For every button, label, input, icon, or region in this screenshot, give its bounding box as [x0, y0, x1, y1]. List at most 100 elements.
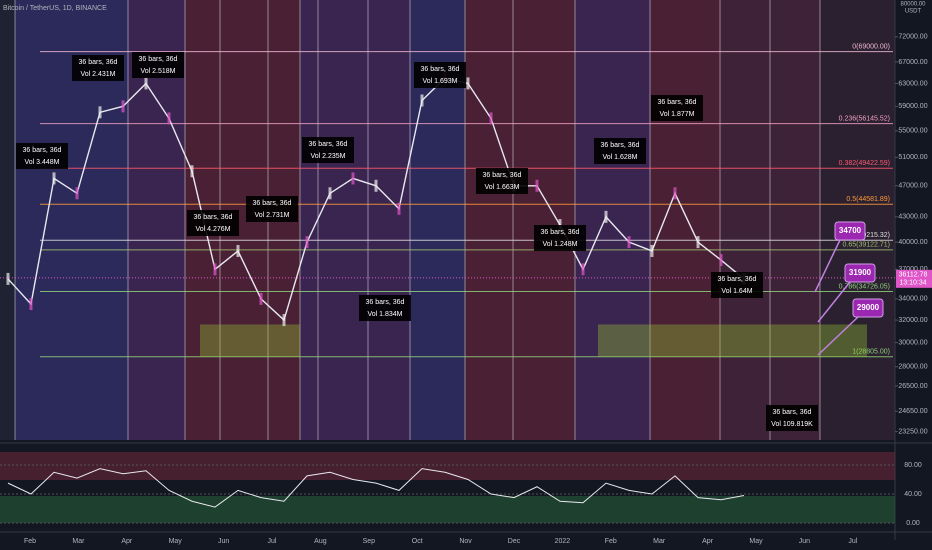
- price-tick-label: 26500.00: [898, 383, 927, 390]
- annotation-bars: 36 bars, 36d: [541, 229, 580, 236]
- fib-label: 0.382(49422.59): [839, 160, 890, 167]
- annotation-vol: Vol 1.834M: [367, 311, 402, 318]
- time-label: Sep: [363, 538, 376, 545]
- price-tick-label: 24650.00: [898, 408, 927, 415]
- annotation-vol: Vol 2.431M: [80, 71, 115, 78]
- candle: [650, 244, 654, 257]
- annotation-box: [72, 55, 124, 81]
- band: [650, 0, 720, 440]
- candle: [6, 272, 10, 285]
- annotation-box: [302, 137, 354, 163]
- callout-pointer: [814, 239, 841, 293]
- countdown: 13:10:34: [899, 280, 926, 287]
- candle: [627, 236, 631, 249]
- callout-pointer: [817, 316, 859, 356]
- candle: [420, 94, 424, 107]
- price-tick-label: 40000.00: [898, 239, 927, 246]
- annotation-vol: Vol 4.276M: [195, 226, 230, 233]
- price-tick-label: 23250.00: [898, 428, 927, 435]
- annotation-vol: Vol 1.628M: [602, 154, 637, 161]
- time-label: Nov: [459, 538, 472, 545]
- annotation-bars: 36 bars, 36d: [718, 276, 757, 283]
- price-tick-label: 30000.00: [898, 339, 927, 346]
- rsi-overbought: [0, 452, 895, 480]
- annotation-box: [711, 272, 763, 298]
- annotation-bars: 36 bars, 36d: [773, 409, 812, 416]
- annotation-vol: Vol 2.235M: [310, 153, 345, 160]
- price-tick-label: 67000.00: [898, 59, 927, 66]
- annotation-bars: 36 bars, 36d: [309, 141, 348, 148]
- annotation-vol: Vol 1.693M: [422, 78, 457, 85]
- price-tick-label: 51000.00: [898, 154, 927, 161]
- fib-label: 1(28805.00): [852, 349, 890, 356]
- fib-label: 0.5(44581.89): [846, 196, 890, 203]
- annotation-bars: 36 bars, 36d: [194, 214, 233, 221]
- candle: [236, 244, 240, 257]
- candle: [581, 263, 585, 276]
- rsi-line: [7, 468, 745, 508]
- annotation-bars: 36 bars, 36d: [139, 56, 178, 63]
- price-tick-label: 59000.00: [898, 103, 927, 110]
- annotation-vol: Vol 109.819K: [771, 421, 813, 428]
- callout: [852, 298, 884, 318]
- candle: [604, 210, 608, 223]
- fib-label: 0.786(34726.05): [839, 283, 890, 290]
- fib-label: 0(69000.00): [852, 44, 890, 51]
- time-label: Apr: [121, 538, 133, 545]
- annotation-bars: 36 bars, 36d: [366, 299, 405, 306]
- callout: [834, 221, 866, 241]
- annotation-vol: Vol 1.663M: [484, 184, 519, 191]
- callout-pointer: [817, 281, 851, 323]
- candle: [52, 172, 56, 185]
- candle: [167, 112, 171, 125]
- price-tick-label: 32000.00: [898, 317, 927, 324]
- time-label: Feb: [605, 538, 617, 545]
- rsi-tick-label: 40.00: [904, 491, 922, 498]
- time-label: Feb: [24, 538, 36, 545]
- candle: [282, 314, 286, 327]
- rsi-tick-label: 80.00: [904, 462, 922, 469]
- band: [300, 0, 410, 440]
- annotation-box: [534, 225, 586, 251]
- time-label: May: [749, 538, 763, 545]
- band: [820, 0, 895, 440]
- candle: [328, 187, 332, 200]
- price-tick-label: 72000.00: [898, 34, 927, 41]
- annotation-vol: Vol 1.877M: [659, 111, 694, 118]
- annotation-vol: Vol 1.64M: [721, 288, 752, 295]
- last-price: 36112.78: [899, 272, 928, 279]
- annotation-vol: Vol 3.448M: [24, 159, 59, 166]
- rsi-oversold: [0, 496, 895, 523]
- price-tick-label: 34000.00: [898, 296, 927, 303]
- time-label: Mar: [653, 538, 666, 545]
- annotation-bars: 36 bars, 36d: [23, 147, 62, 154]
- candle: [29, 298, 33, 311]
- candle: [121, 100, 125, 113]
- annotation-box: [766, 405, 818, 431]
- candle: [374, 179, 378, 192]
- candle: [719, 254, 723, 267]
- price-tick-label: 28000.00: [898, 364, 927, 371]
- time-label: Jun: [218, 538, 229, 545]
- candle: [213, 263, 217, 276]
- price-tick-label: 47000.00: [898, 183, 927, 190]
- candle: [351, 172, 355, 185]
- time-label: Dec: [508, 538, 521, 545]
- last-price-tag: [896, 269, 932, 288]
- time-label: May: [169, 538, 183, 545]
- callout-label: 31900: [849, 268, 872, 277]
- callout-label: 34700: [839, 226, 862, 235]
- band: [575, 0, 650, 440]
- time-label: 2022: [555, 538, 571, 545]
- candle: [98, 106, 102, 119]
- annotation-vol: Vol 2.731M: [254, 212, 289, 219]
- candle: [144, 77, 148, 90]
- fib-label: 0.65(39122.71): [843, 242, 890, 249]
- annotation-box: [246, 196, 298, 222]
- annotation-box: [132, 52, 184, 78]
- candle: [190, 165, 194, 178]
- annotation-vol: Vol 2.518M: [140, 68, 175, 75]
- rsi-tick-label: 0.00: [906, 520, 920, 527]
- band: [720, 0, 820, 440]
- price-tick-label: 43000.00: [898, 214, 927, 221]
